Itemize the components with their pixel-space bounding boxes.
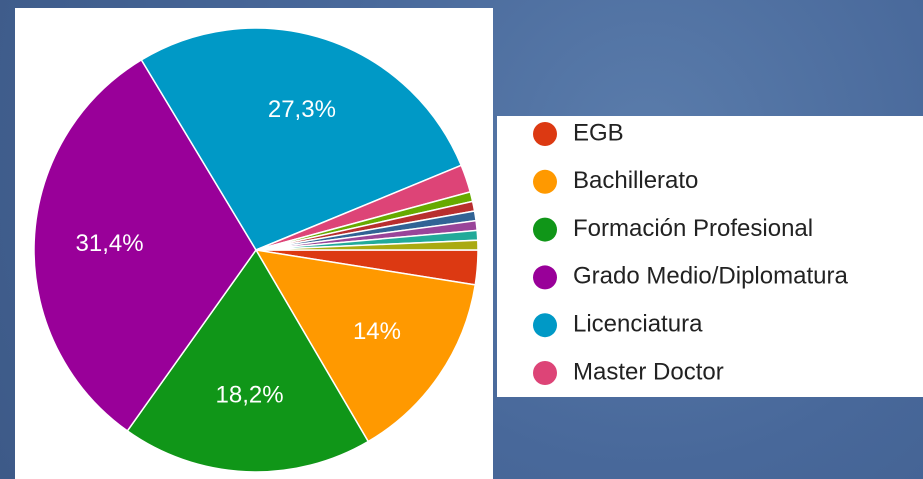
legend-label: Grado Medio/Diplomatura <box>573 263 848 290</box>
slice-label: 18,2% <box>216 382 284 409</box>
pie: 14% 18,2% 31,4% 27,3% <box>33 27 479 473</box>
legend-label: Bachillerato <box>573 167 698 194</box>
legend-swatch <box>533 217 557 242</box>
legend-label: Formación Profesional <box>573 215 813 242</box>
pie-slice <box>254 249 477 443</box>
legend-swatch <box>533 313 557 338</box>
slice-label: 14% <box>353 318 401 345</box>
legend-panel <box>497 116 923 397</box>
slice-label: 31,4% <box>76 230 144 257</box>
pie-slice <box>140 27 463 251</box>
pie-slice <box>33 58 257 432</box>
pie-slice <box>126 248 370 473</box>
legend-label: Master Doctor <box>573 358 724 385</box>
legend-swatch <box>533 265 557 290</box>
legend-label: Licenciatura <box>573 311 703 338</box>
legend-swatch <box>533 122 557 146</box>
slice-label: 27,3% <box>268 96 336 123</box>
legend: EGB Bachillerato Formación Profesional Grad… <box>533 119 848 385</box>
legend-swatch <box>533 361 557 385</box>
legend-swatch <box>533 169 557 194</box>
pie-slice <box>255 239 479 251</box>
legend-label: EGB <box>573 119 624 146</box>
